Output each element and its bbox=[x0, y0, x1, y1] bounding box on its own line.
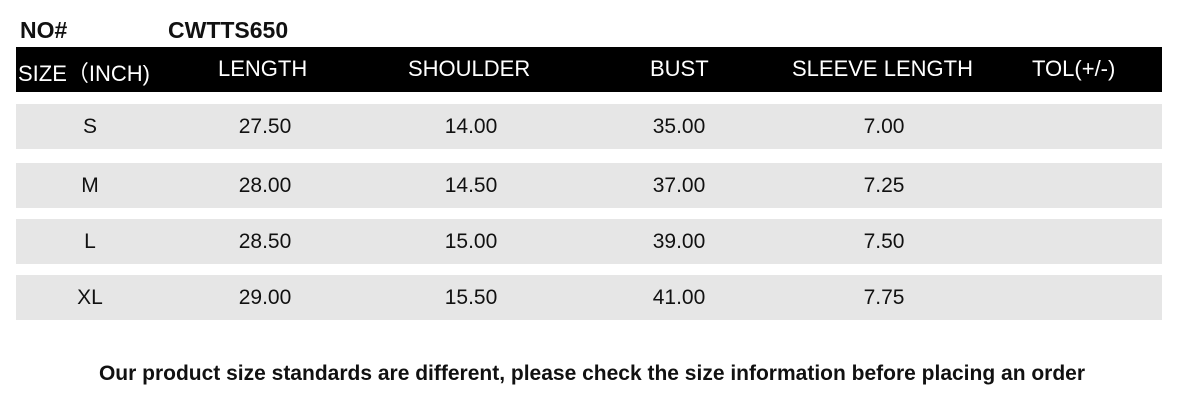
cell-size: S bbox=[82, 115, 98, 138]
cell-length: 28.00 bbox=[238, 174, 292, 197]
no-label: NO# bbox=[20, 17, 68, 43]
cell-shoulder: 14.00 bbox=[444, 115, 498, 138]
cell-bust: 37.00 bbox=[652, 174, 706, 197]
cell-bust: 41.00 bbox=[652, 286, 706, 309]
cell-length: 29.00 bbox=[238, 286, 292, 309]
column-header-size: SIZE（INCH) bbox=[18, 61, 151, 86]
cell-size: XL bbox=[77, 286, 103, 309]
table-row: S 27.50 14.00 35.00 7.00 bbox=[16, 104, 1162, 149]
table-row: L 28.50 15.00 39.00 7.50 bbox=[16, 219, 1162, 264]
cell-length: 28.50 bbox=[238, 230, 292, 253]
table-row: XL 29.00 15.50 41.00 7.75 bbox=[16, 275, 1162, 320]
cell-shoulder: 15.00 bbox=[444, 230, 498, 253]
cell-bust: 35.00 bbox=[652, 115, 706, 138]
table-row: M 28.00 14.50 37.00 7.25 bbox=[16, 163, 1162, 208]
column-header-length: LENGTH bbox=[218, 56, 308, 81]
cell-sleeve-length: 7.75 bbox=[863, 286, 905, 309]
column-header-sleeve-length: SLEEVE LENGTH bbox=[792, 56, 973, 81]
cell-shoulder: 14.50 bbox=[444, 174, 498, 197]
cell-sleeve-length: 7.25 bbox=[863, 174, 905, 197]
cell-sleeve-length: 7.50 bbox=[863, 230, 905, 253]
cell-length: 27.50 bbox=[238, 115, 292, 138]
column-header-shoulder: SHOULDER bbox=[408, 56, 531, 81]
cell-bust: 39.00 bbox=[652, 230, 706, 253]
table-header: SIZE（INCH) LENGTH SHOULDER BUST SLEEVE L… bbox=[16, 47, 1162, 92]
cell-shoulder: 15.50 bbox=[444, 286, 498, 309]
size-disclaimer: Our product size standards are different… bbox=[98, 362, 1086, 385]
product-number: CWTTS650 bbox=[168, 17, 289, 43]
cell-sleeve-length: 7.00 bbox=[863, 115, 905, 138]
column-header-bust: BUST bbox=[650, 56, 709, 81]
cell-size: L bbox=[84, 230, 96, 253]
column-header-tolerance: TOL(+/-) bbox=[1032, 56, 1116, 81]
cell-size: M bbox=[81, 174, 99, 197]
